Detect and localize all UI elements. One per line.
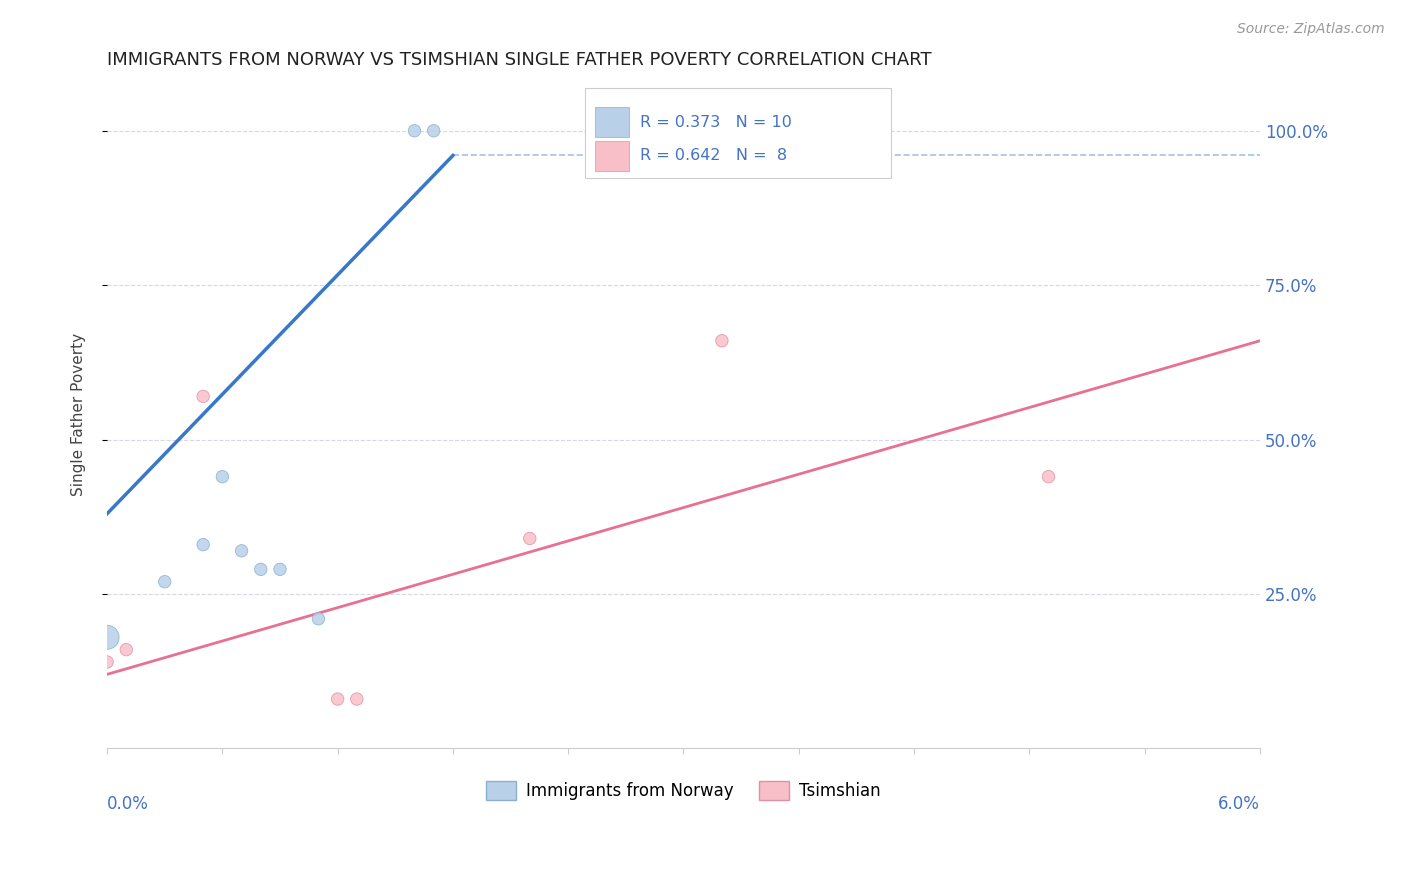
Text: R = 0.642   N =  8: R = 0.642 N = 8	[640, 148, 787, 163]
Point	[96, 630, 118, 644]
Legend: Immigrants from Norway, Tsimshian: Immigrants from Norway, Tsimshian	[479, 774, 887, 807]
Point	[191, 538, 214, 552]
Point	[326, 692, 349, 706]
FancyBboxPatch shape	[595, 107, 630, 137]
Point	[96, 655, 118, 669]
Point	[422, 124, 444, 138]
FancyBboxPatch shape	[585, 88, 891, 178]
Point	[404, 124, 426, 138]
Text: Source: ZipAtlas.com: Source: ZipAtlas.com	[1237, 22, 1385, 37]
Text: R = 0.373   N = 10: R = 0.373 N = 10	[640, 115, 792, 129]
Point	[346, 692, 368, 706]
Point	[211, 469, 233, 483]
Point	[191, 389, 214, 403]
Text: IMMIGRANTS FROM NORWAY VS TSIMSHIAN SINGLE FATHER POVERTY CORRELATION CHART: IMMIGRANTS FROM NORWAY VS TSIMSHIAN SING…	[107, 51, 932, 69]
Point	[231, 544, 253, 558]
Point	[269, 562, 291, 576]
Y-axis label: Single Father Poverty: Single Father Poverty	[72, 334, 86, 497]
Text: 0.0%: 0.0%	[107, 795, 149, 814]
Point	[115, 642, 138, 657]
Point	[153, 574, 176, 589]
Point	[307, 612, 329, 626]
Point	[710, 334, 733, 348]
Point	[1038, 469, 1060, 483]
Point	[249, 562, 271, 576]
Text: 6.0%: 6.0%	[1218, 795, 1260, 814]
FancyBboxPatch shape	[595, 141, 630, 170]
Point	[519, 532, 541, 546]
